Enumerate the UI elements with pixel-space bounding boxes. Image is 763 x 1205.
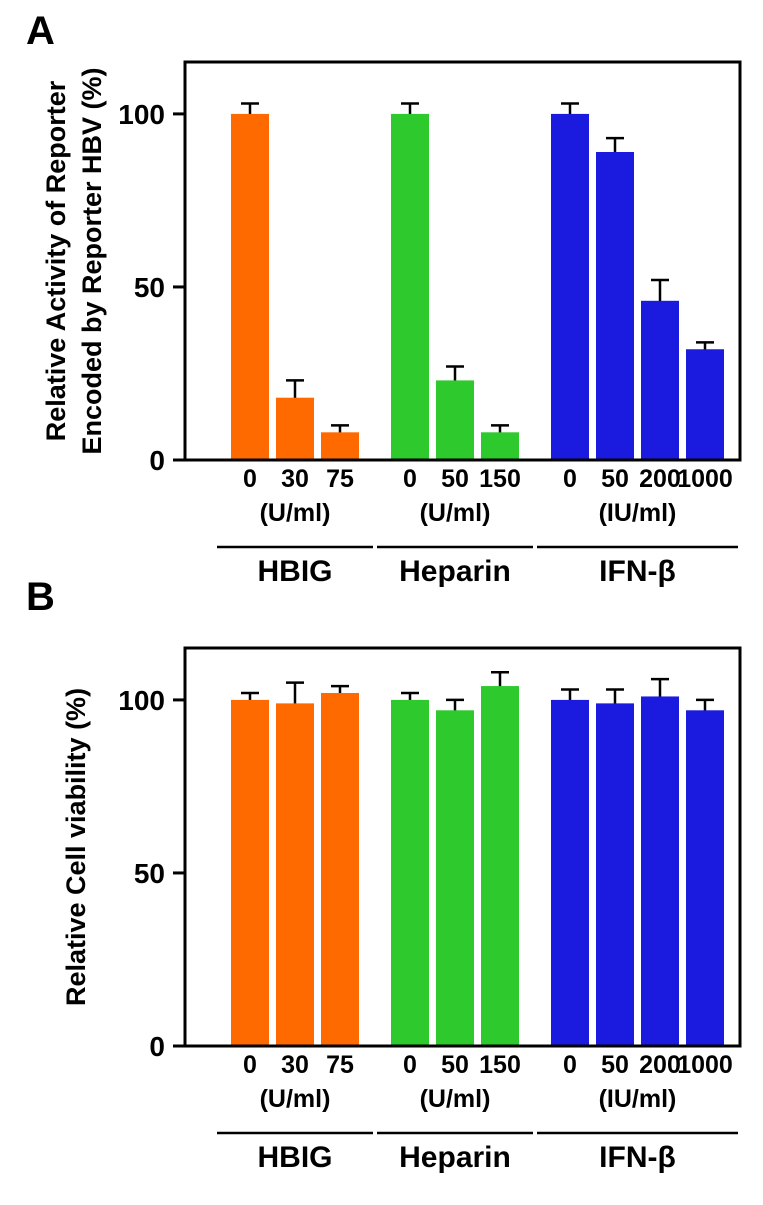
group-name-label: HBIG (258, 555, 333, 588)
x-tick-label: 0 (403, 465, 417, 493)
bar (321, 692, 359, 1046)
x-tick-label: 200 (639, 465, 681, 493)
x-tick-label: 1000 (677, 1051, 733, 1079)
x-tick-label: 1000 (677, 465, 733, 493)
x-tick-label: 200 (639, 1051, 681, 1079)
y-tick-label: 100 (118, 99, 165, 130)
x-tick-label: 50 (601, 465, 629, 493)
bar (596, 703, 634, 1046)
bar (551, 699, 589, 1046)
bar (481, 432, 519, 460)
group-unit-label: (U/ml) (420, 499, 491, 527)
group-unit-label: (IU/ml) (599, 1085, 677, 1113)
plot-frame (183, 60, 742, 462)
bar (641, 300, 679, 460)
x-tick-label: 0 (243, 465, 257, 493)
bar (391, 113, 429, 461)
bar (436, 380, 474, 460)
bar (391, 699, 429, 1046)
x-tick-label: 0 (243, 1051, 257, 1079)
y-tick-label: 0 (149, 445, 165, 476)
x-tick-label: 150 (479, 1051, 521, 1079)
bar (436, 710, 474, 1046)
bar (551, 113, 589, 461)
bar (231, 699, 269, 1046)
bar (686, 710, 724, 1046)
bar (481, 686, 519, 1046)
y-tick-label: 50 (134, 272, 165, 303)
group-name-label: Heparin (399, 555, 511, 588)
x-tick-label: 75 (326, 1051, 354, 1079)
bar (596, 151, 634, 460)
y-tick-label: 100 (118, 685, 165, 716)
plot-frame (183, 646, 742, 1048)
panel-label: A (26, 9, 55, 53)
y-tick-label: 0 (149, 1031, 165, 1062)
bar (641, 696, 679, 1046)
x-tick-label: 50 (441, 1051, 469, 1079)
group-unit-label: (U/ml) (260, 1085, 331, 1113)
group-unit-label: (U/ml) (260, 499, 331, 527)
y-axis-label: Relative Activity of Reporter (41, 80, 71, 441)
bar (231, 113, 269, 461)
x-tick-label: 0 (403, 1051, 417, 1079)
bar (276, 397, 314, 460)
group-name-label: Heparin (399, 1141, 511, 1174)
y-tick-label: 50 (134, 858, 165, 889)
panel-label: B (26, 575, 55, 619)
group-name-label: IFN-β (599, 1141, 676, 1174)
x-tick-label: 150 (479, 465, 521, 493)
group-unit-label: (IU/ml) (599, 499, 677, 527)
x-tick-label: 30 (281, 465, 309, 493)
group-unit-label: (U/ml) (420, 1085, 491, 1113)
bar (686, 349, 724, 460)
group-name-label: HBIG (258, 1141, 333, 1174)
x-tick-label: 30 (281, 1051, 309, 1079)
bar (321, 432, 359, 460)
x-tick-label: 0 (563, 1051, 577, 1079)
x-tick-label: 75 (326, 465, 354, 493)
bar (276, 703, 314, 1046)
group-name-label: IFN-β (599, 555, 676, 588)
y-axis-label: Relative Cell viability (%) (61, 688, 91, 1006)
x-tick-label: 50 (601, 1051, 629, 1079)
x-tick-label: 50 (441, 465, 469, 493)
y-axis-label: Encoded by Reporter HBV (%) (77, 67, 107, 454)
x-tick-label: 0 (563, 465, 577, 493)
